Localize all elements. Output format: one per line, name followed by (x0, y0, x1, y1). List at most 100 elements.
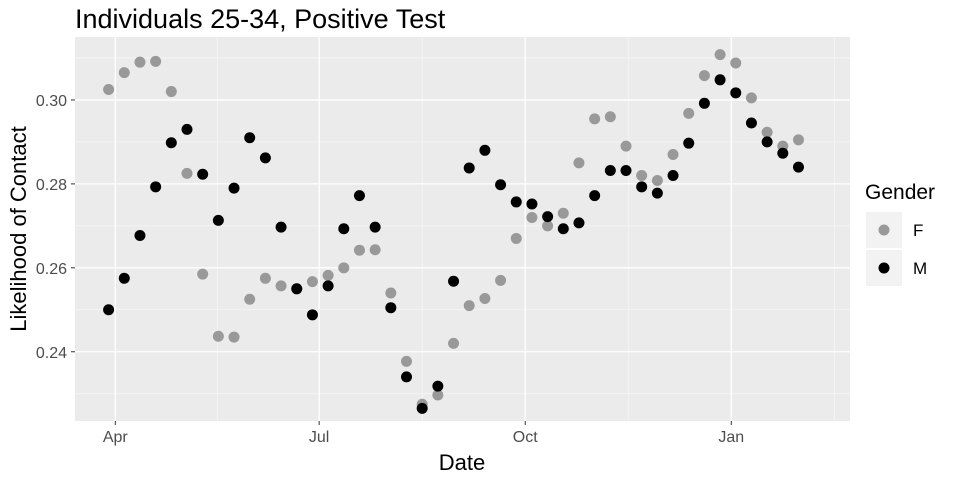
data-point-f (714, 49, 726, 61)
data-point-f (118, 67, 130, 79)
data-point-m (150, 181, 162, 193)
data-point-f (604, 111, 616, 123)
data-point-m (510, 196, 522, 208)
data-point-m (291, 283, 303, 295)
data-point-f (573, 157, 585, 169)
data-point-m (385, 302, 397, 314)
data-point-f (479, 292, 491, 304)
data-point-f (134, 56, 146, 68)
data-point-m (636, 181, 648, 193)
x-axis-title: Date (439, 450, 485, 475)
data-point-m (134, 230, 146, 242)
plot-panel (75, 37, 850, 421)
data-point-m (165, 137, 177, 149)
data-point-f (259, 272, 271, 284)
data-point-m (322, 280, 334, 292)
data-point-m (495, 179, 507, 191)
data-point-m (557, 223, 569, 235)
legend-label-m: M (913, 259, 927, 278)
legend-label-f: F (913, 221, 923, 240)
minor-gridlines (75, 37, 850, 421)
data-point-f (557, 207, 569, 219)
data-point-m (212, 214, 224, 226)
data-point-f (510, 232, 522, 244)
data-point-m (181, 123, 193, 135)
data-point-m (369, 221, 381, 233)
data-point-m (651, 187, 663, 199)
major-gridlines (75, 37, 850, 421)
y-axis-title: Likelihood of Contact (6, 126, 31, 331)
data-point-f (306, 276, 318, 288)
data-point-m (667, 169, 679, 181)
data-point-f (667, 149, 679, 161)
data-point-f (698, 70, 710, 82)
legend-marker-m (878, 262, 890, 274)
x-axis-ticks: Apr Jul Oct Jan (103, 421, 744, 446)
legend-marker-f (878, 224, 890, 236)
data-point-m (306, 309, 318, 321)
data-point-f (165, 86, 177, 98)
data-point-f (181, 167, 193, 179)
legend: Gender F M (865, 181, 935, 286)
data-point-f (620, 140, 632, 152)
data-point-f (103, 83, 115, 95)
data-point-f (683, 107, 695, 119)
data-point-m (526, 198, 538, 210)
x-tick-label: Oct (513, 429, 538, 446)
data-point-f (353, 244, 365, 256)
data-point-m (620, 164, 632, 176)
data-point-f (212, 330, 224, 342)
y-tick-label: 0.28 (36, 177, 67, 194)
y-axis-ticks: 0.24 0.26 0.28 0.30 (36, 93, 75, 362)
data-point-f (589, 113, 601, 125)
data-point-m (683, 137, 695, 149)
data-point-m (244, 132, 256, 144)
x-tick-label: Jul (309, 429, 329, 446)
data-point-m (197, 168, 209, 180)
data-point-f (761, 126, 773, 138)
data-point-f (275, 280, 287, 292)
data-point-m (479, 144, 491, 156)
data-point-m (463, 162, 475, 174)
data-point-m (338, 223, 350, 235)
legend-title: Gender (865, 181, 935, 204)
data-point-m (103, 304, 115, 316)
data-point-f (401, 355, 413, 367)
data-point-m (401, 371, 413, 383)
data-point-m (228, 182, 240, 194)
data-point-m (761, 136, 773, 148)
data-point-f (542, 220, 554, 232)
data-point-m (353, 190, 365, 202)
data-point-f (745, 92, 757, 104)
data-point-m (573, 217, 585, 229)
data-point-m (792, 161, 804, 173)
data-point-f (792, 134, 804, 146)
data-point-m (745, 117, 757, 129)
data-point-f (369, 244, 381, 256)
data-point-m (259, 152, 271, 164)
data-point-f (244, 293, 256, 305)
x-tick-label: Jan (718, 429, 744, 446)
data-points (103, 49, 804, 414)
data-point-f (197, 268, 209, 280)
data-point-f (526, 211, 538, 223)
data-point-f (636, 169, 648, 181)
data-point-f (730, 57, 742, 69)
data-point-m (118, 272, 130, 284)
data-point-f (432, 389, 444, 401)
data-point-m (432, 380, 444, 392)
data-point-f (150, 55, 162, 67)
data-point-f (448, 337, 460, 349)
y-tick-label: 0.26 (36, 261, 67, 278)
data-point-f (228, 331, 240, 343)
data-point-m (416, 402, 428, 414)
data-point-m (604, 164, 616, 176)
data-point-f (495, 274, 507, 286)
data-point-m (714, 74, 726, 86)
data-point-f (322, 269, 334, 281)
chart-title: Individuals 25-34, Positive Test (75, 4, 446, 34)
data-point-f (385, 287, 397, 299)
data-point-m (698, 97, 710, 109)
data-point-f (338, 262, 350, 274)
